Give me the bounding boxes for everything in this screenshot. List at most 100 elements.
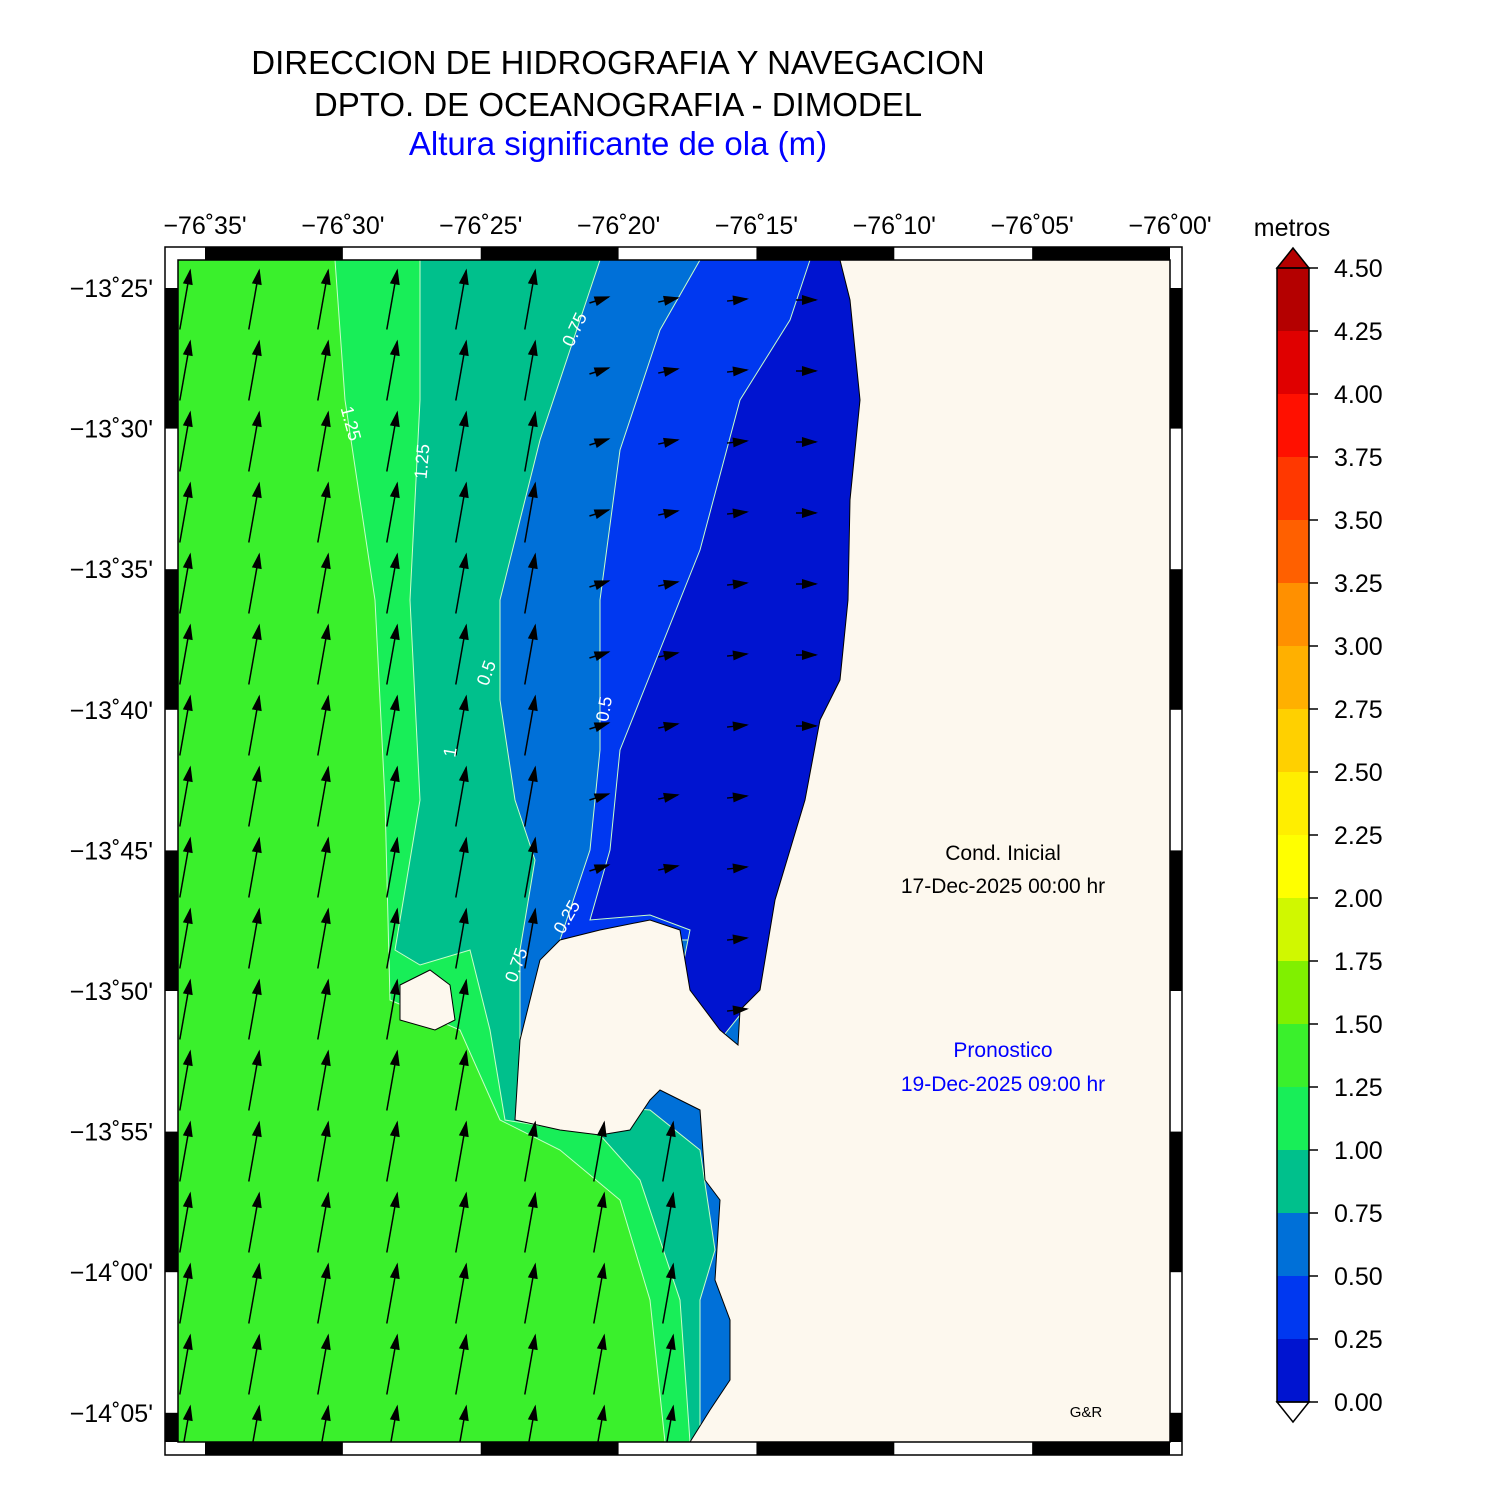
wind-arrow-head [389, 623, 400, 641]
y-tick-label: −13˚35' [70, 556, 153, 584]
colorbar-label: 1.25 [1334, 1074, 1383, 1102]
wind-arrow-head [527, 694, 538, 712]
wind-arrow-head [251, 1120, 262, 1138]
wind-arrow-head [732, 650, 749, 661]
colorbar-label: 0.25 [1334, 1326, 1383, 1354]
wind-arrow-head [527, 623, 538, 641]
colorbar-bin [1277, 1339, 1309, 1402]
y-tick-label: −13˚45' [70, 837, 153, 865]
forecast-time: 19-Dec-2025 09:00 hr [901, 1073, 1105, 1096]
wind-arrow-head [732, 863, 749, 874]
wind-arrow-head [527, 765, 538, 783]
wind-arrow-head [251, 1404, 262, 1422]
wind-arrow-head [458, 1120, 469, 1138]
wind-arrow-head [458, 978, 469, 996]
wind-arrow-head [251, 1191, 262, 1209]
wind-arrow-head [320, 978, 331, 996]
colorbar-unit: metros [1254, 214, 1330, 242]
colorbar-bin [1277, 835, 1309, 898]
wind-arrow-head [389, 978, 400, 996]
wind-arrow-head [458, 694, 469, 712]
wind-arrow-head [801, 650, 818, 661]
colorbar: 0.00 0.25 0.50 0.75 1.00 1.25 1.50 1.75 2.00 2.25… [1275, 246, 1383, 1424]
wind-arrow-head [458, 339, 469, 357]
wind-arrow-head [801, 721, 818, 732]
wind-arrow-head [320, 410, 331, 428]
wind-arrow-head [663, 721, 680, 732]
wind-arrow-head [527, 410, 538, 428]
wind-arrow-head [527, 907, 538, 925]
frame-bar [1170, 569, 1182, 710]
wind-arrow-head [596, 1120, 607, 1138]
colorbar-bin [1277, 1276, 1309, 1339]
wind-arrow-head [389, 836, 400, 854]
wind-arrow-head [458, 1333, 469, 1351]
wind-arrow-head [251, 268, 262, 286]
wind-arrow-head [320, 1120, 331, 1138]
wind-arrow-head [527, 836, 538, 854]
wind-arrow-head [320, 552, 331, 570]
wind-arrow-head [663, 579, 680, 590]
wind-arrow-head [527, 1120, 538, 1138]
frame-bar [480, 247, 619, 260]
wind-arrow-head [527, 552, 538, 570]
frame-bar [1170, 1412, 1182, 1442]
wind-arrow-head [389, 1049, 400, 1067]
frame-bar [756, 247, 895, 260]
wind-arrow-head [458, 907, 469, 925]
wind-arrow-head [389, 481, 400, 499]
wind-arrow-head [251, 552, 262, 570]
colorbar-label: 1.50 [1334, 1011, 1383, 1039]
wind-arrow-head [182, 268, 193, 286]
y-tick-label: −13˚25' [70, 275, 153, 303]
colorbar-bin [1277, 520, 1309, 583]
wind-arrow-head [182, 907, 193, 925]
colorbar-bin [1277, 268, 1309, 331]
wind-arrow-head [665, 1191, 676, 1209]
colorbar-label: 4.50 [1334, 255, 1383, 283]
wind-arrow-head [458, 552, 469, 570]
frame-ticks [165, 247, 1182, 1455]
wind-arrow-head [182, 410, 193, 428]
colorbar-label: 3.75 [1334, 444, 1383, 472]
wind-arrow-head [320, 765, 331, 783]
wind-arrow-head [251, 978, 262, 996]
subtitle: DPTO. DE OCEANOGRAFIA - DIMODEL [314, 86, 922, 123]
wind-arrow-head [251, 339, 262, 357]
y-tick-label: −13˚55' [70, 1119, 153, 1147]
y-tick-label: −13˚40' [70, 697, 153, 725]
frame-bar [205, 247, 343, 260]
wind-arrow-head [182, 552, 193, 570]
y-tick-label: −14˚00' [70, 1259, 153, 1287]
colorbar-label: 4.25 [1334, 318, 1383, 346]
colorbar-bin [1277, 457, 1309, 520]
wind-arrow-head [665, 1120, 676, 1138]
wind-arrow-head [663, 437, 680, 448]
wind-arrow-head [596, 1262, 607, 1280]
wind-arrow-head [182, 1120, 193, 1138]
wind-arrow-head [320, 1333, 331, 1351]
colorbar-label: 3.25 [1334, 570, 1383, 598]
wind-arrow-head [663, 650, 680, 661]
wind-arrow-head [527, 1333, 538, 1351]
x-tick-label: −76˚00' [1128, 212, 1211, 240]
wind-arrow-head [663, 366, 680, 377]
wind-arrow-head [251, 623, 262, 641]
wind-arrow-head [458, 836, 469, 854]
wind-arrow-head [527, 1191, 538, 1209]
wind-arrow-head [458, 1404, 469, 1422]
wind-arrow-head [596, 1404, 607, 1422]
colorbar-label: 3.50 [1334, 507, 1383, 535]
forecast-label: Pronostico [953, 1039, 1052, 1062]
x-tick-label: −76˚35' [163, 212, 246, 240]
wind-arrow-head [182, 765, 193, 783]
wind-arrow-head [182, 481, 193, 499]
wind-arrow-head [320, 836, 331, 854]
x-tick-label: −76˚15' [715, 212, 798, 240]
wind-arrow-head [389, 268, 400, 286]
y-tick-label: −13˚30' [70, 416, 153, 444]
wind-arrow-head [732, 792, 749, 803]
colorbar-bin [1277, 1087, 1309, 1150]
wind-arrow-head [320, 268, 331, 286]
